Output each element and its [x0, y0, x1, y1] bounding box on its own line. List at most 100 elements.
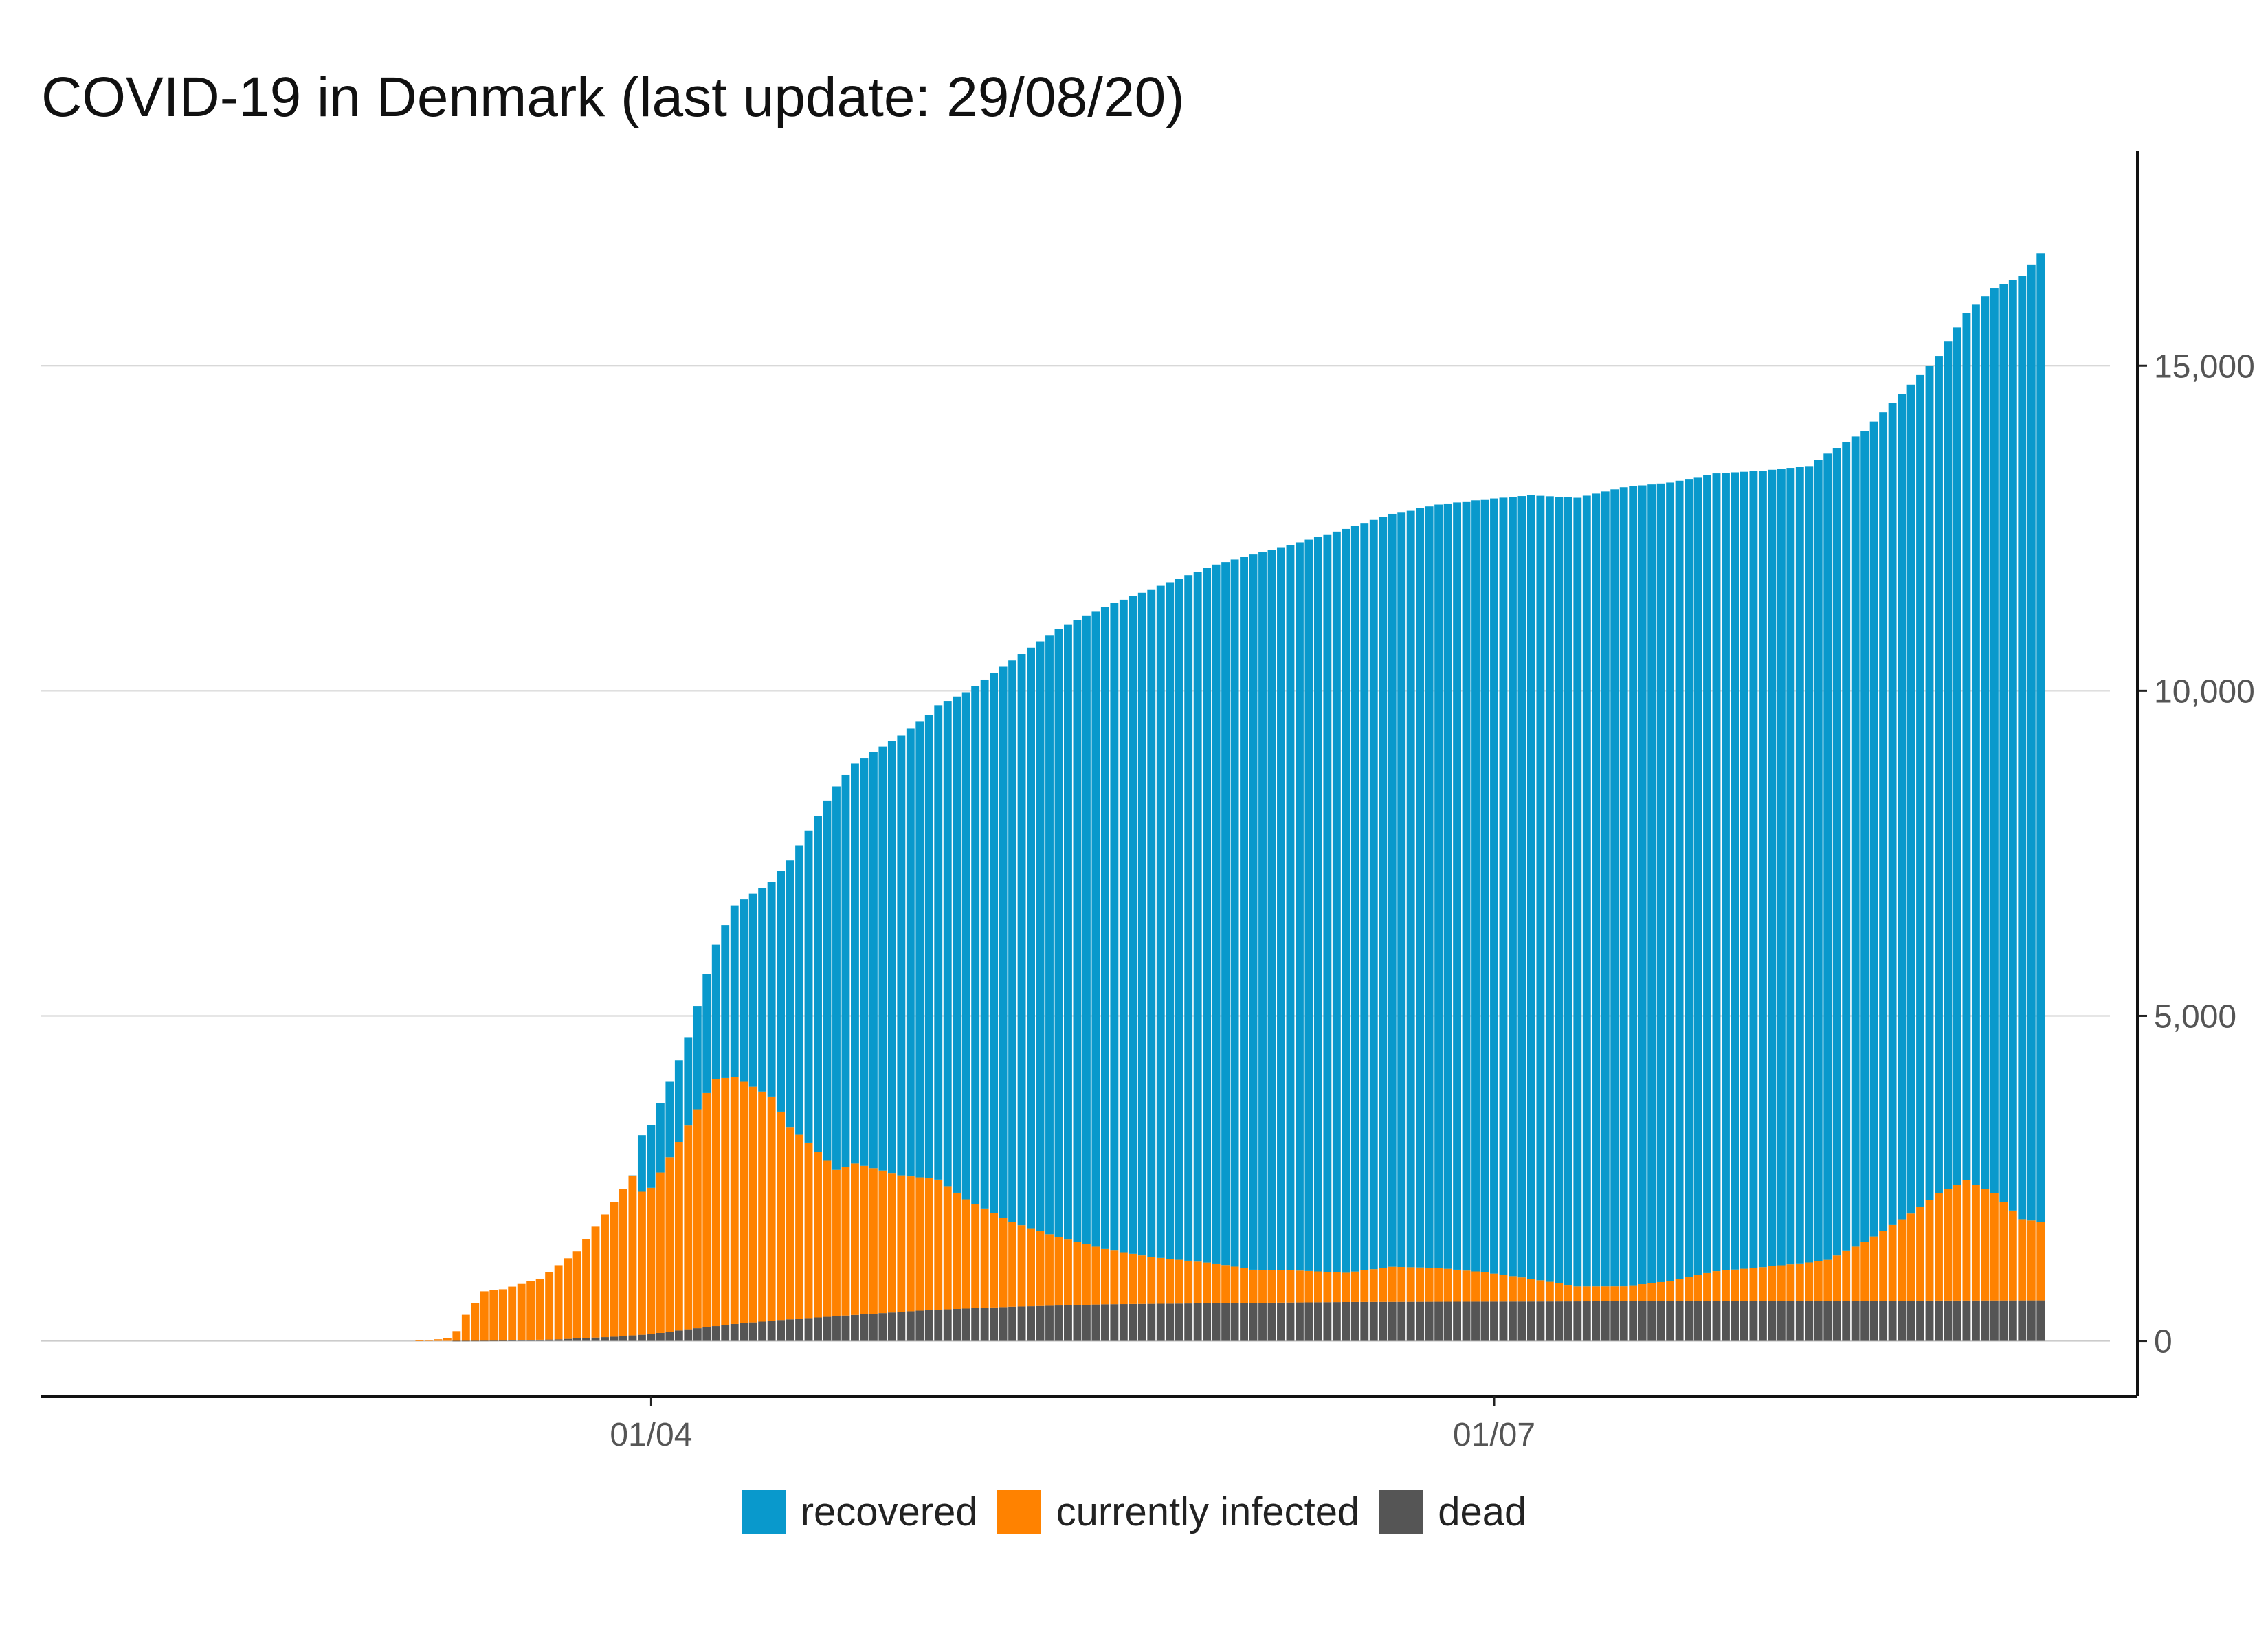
bar-infected — [461, 1314, 470, 1341]
bar-recovered — [887, 741, 896, 1174]
bar-infected — [1240, 1268, 1248, 1303]
bar-dead — [1935, 1300, 1943, 1341]
bar-dead — [591, 1337, 600, 1341]
bar-recovered — [674, 1060, 683, 1143]
bar-infected — [1906, 1213, 1915, 1301]
bar-recovered — [934, 705, 943, 1180]
bar-dead — [1712, 1301, 1721, 1341]
bar-dead — [711, 1326, 720, 1341]
bar-dead — [1091, 1304, 1100, 1341]
bar-infected — [1832, 1255, 1841, 1301]
bar-recovered — [1017, 654, 1026, 1226]
bar-dead — [2008, 1300, 2017, 1341]
bar-recovered — [740, 899, 748, 1082]
bar-recovered — [1851, 436, 1860, 1247]
bar-dead — [1212, 1303, 1221, 1341]
bar-recovered — [1898, 394, 1906, 1220]
bar-recovered — [1147, 589, 1156, 1257]
bar-recovered — [1277, 547, 1285, 1270]
bar-recovered — [748, 893, 757, 1087]
bar-recovered — [1536, 495, 1545, 1281]
bar-dead — [1100, 1304, 1109, 1341]
bar-infected — [1731, 1269, 1739, 1301]
bar-infected — [1536, 1280, 1545, 1302]
bar-infected — [711, 1079, 720, 1327]
bar-recovered — [990, 673, 999, 1213]
bar-series — [415, 253, 2045, 1342]
bar-infected — [971, 1204, 980, 1308]
bar-recovered — [1564, 497, 1572, 1286]
bar-infected — [489, 1290, 498, 1341]
bar-recovered — [1739, 471, 1748, 1269]
bar-dead — [767, 1321, 776, 1341]
bar-recovered — [1212, 564, 1221, 1264]
bar-infected — [897, 1175, 906, 1312]
bar-dead — [1027, 1306, 1035, 1341]
bar-infected — [1230, 1266, 1239, 1303]
legend-swatch — [997, 1490, 1041, 1534]
bar-infected — [1685, 1277, 1693, 1301]
bar-infected — [1137, 1255, 1146, 1304]
bar-dead — [924, 1310, 933, 1341]
bar-dead — [758, 1321, 767, 1341]
bar-dead — [1814, 1301, 1823, 1341]
bar-dead — [851, 1314, 859, 1341]
bar-infected — [1212, 1263, 1221, 1303]
bar-dead — [1369, 1301, 1378, 1341]
bar-infected — [1703, 1272, 1711, 1301]
bar-dead — [1379, 1301, 1388, 1341]
bar-dead — [1731, 1301, 1739, 1341]
bar-dead — [1619, 1301, 1628, 1341]
bar-dead — [471, 1340, 480, 1342]
bar-dead — [1017, 1306, 1026, 1341]
bar-dead — [887, 1312, 896, 1341]
bar-infected — [637, 1191, 646, 1335]
bar-recovered — [730, 905, 739, 1077]
bar-recovered — [767, 882, 776, 1097]
bar-recovered — [980, 679, 989, 1209]
bar-infected — [471, 1303, 480, 1341]
bar-recovered — [1453, 502, 1462, 1270]
bar-infected — [434, 1339, 443, 1341]
bar-recovered — [777, 871, 786, 1112]
bar-recovered — [1184, 575, 1193, 1261]
bar-infected — [1350, 1271, 1359, 1302]
bar-recovered — [878, 746, 887, 1171]
bar-recovered — [1082, 615, 1091, 1244]
bar-recovered — [2027, 264, 2036, 1221]
x-tick-label: 01/07 — [1453, 1417, 1535, 1453]
bar-recovered — [1981, 296, 1990, 1189]
bar-dead — [1313, 1302, 1322, 1341]
bar-recovered — [804, 830, 813, 1143]
bar-recovered — [702, 974, 711, 1093]
bar-recovered — [1869, 421, 1878, 1237]
legend-item: dead — [1379, 1489, 1526, 1535]
bar-infected — [1555, 1283, 1564, 1302]
y-tick-label: 10,000 — [2154, 673, 2255, 710]
bar-recovered — [1471, 500, 1480, 1272]
bar-recovered — [711, 944, 720, 1079]
bar-recovered — [1509, 497, 1517, 1277]
bar-infected — [832, 1169, 841, 1316]
bar-infected — [860, 1165, 869, 1314]
bar-infected — [1091, 1246, 1100, 1305]
bar-recovered — [999, 666, 1008, 1218]
bar-dead — [1916, 1300, 1924, 1341]
bar-infected — [786, 1127, 794, 1320]
bar-infected — [1073, 1242, 1082, 1305]
bar-dead — [832, 1316, 841, 1341]
bar-dead — [1592, 1301, 1601, 1341]
legend-swatch — [741, 1490, 786, 1534]
bar-dead — [1129, 1303, 1137, 1341]
bar-recovered — [656, 1103, 665, 1173]
bar-dead — [1045, 1305, 1054, 1341]
bar-infected — [1082, 1244, 1091, 1305]
bar-infected — [1851, 1246, 1860, 1301]
bar-infected — [1656, 1281, 1665, 1301]
bar-infected — [1490, 1273, 1498, 1302]
bar-infected — [1100, 1248, 1109, 1305]
legend-item: currently infected — [997, 1489, 1359, 1535]
bar-infected — [1879, 1231, 1888, 1301]
bar-dead — [777, 1320, 786, 1341]
bar-infected — [591, 1226, 600, 1338]
